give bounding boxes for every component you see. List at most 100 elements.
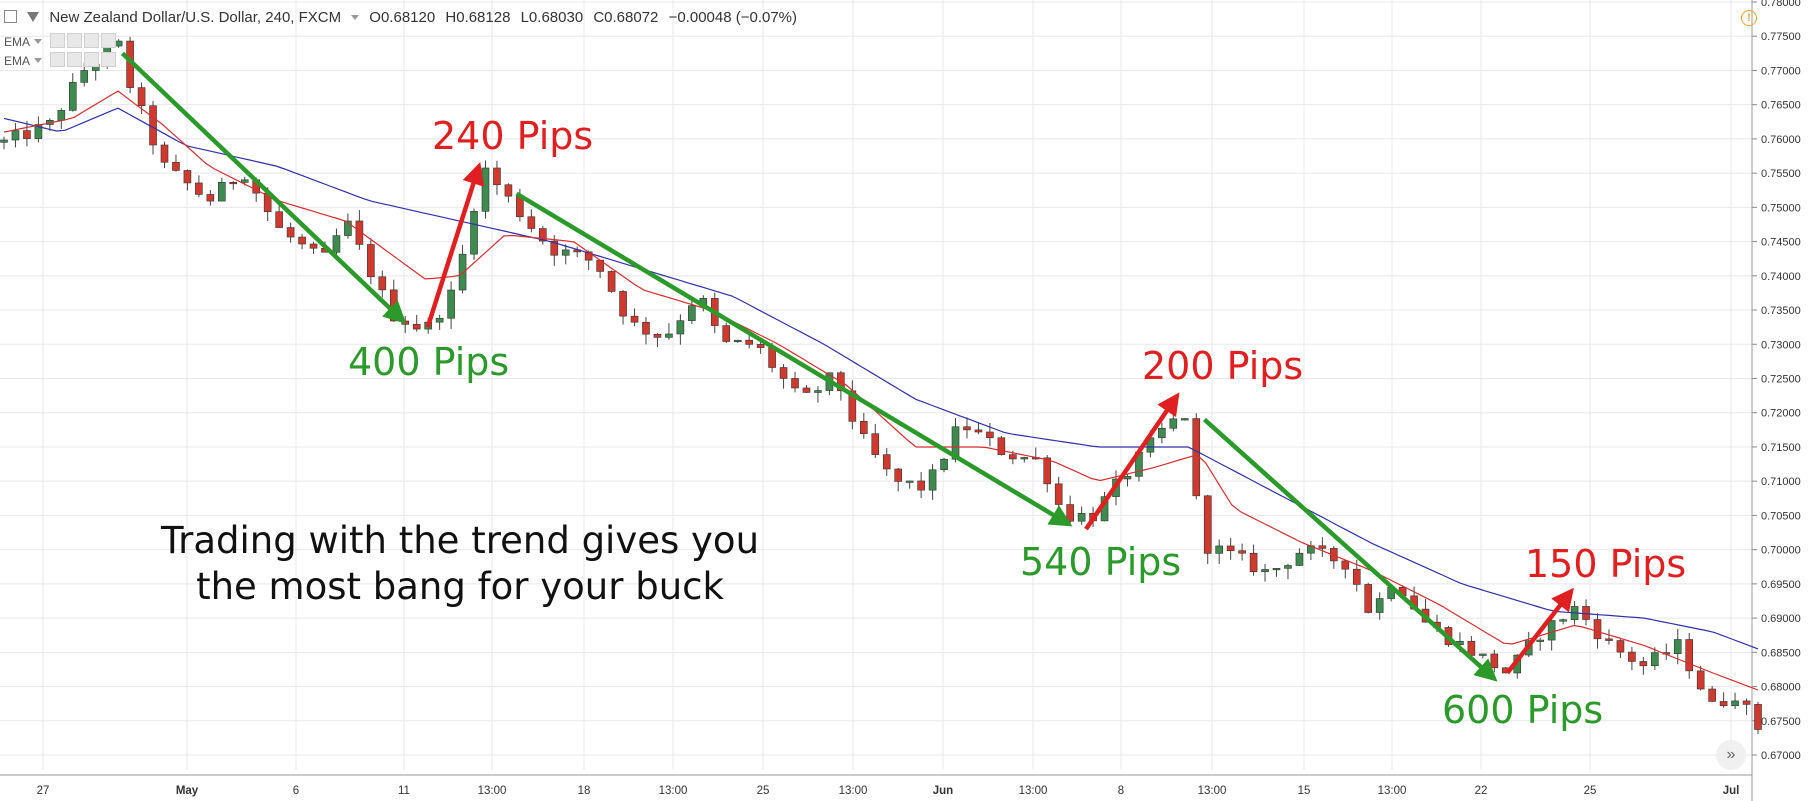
candle-up bbox=[34, 124, 43, 139]
ema-slow-line bbox=[3, 107, 1759, 650]
candle-up bbox=[80, 70, 89, 83]
candle-down bbox=[367, 244, 375, 278]
candle-down bbox=[298, 236, 306, 245]
y-tick-label: 0.71000 bbox=[1761, 476, 1801, 488]
candle-down bbox=[1009, 454, 1017, 460]
candle-down bbox=[642, 321, 650, 335]
exclamation-icon[interactable]: ! bbox=[1741, 10, 1757, 26]
candle-up bbox=[1077, 513, 1086, 522]
y-tick-label: 0.73000 bbox=[1761, 339, 1801, 351]
x-tick-label: 8 bbox=[1118, 785, 1124, 797]
candle-down bbox=[1754, 704, 1762, 730]
candle-down bbox=[997, 437, 1006, 455]
candle-up bbox=[0, 139, 8, 143]
candle-down bbox=[1593, 619, 1602, 640]
y-tick-label: 0.67000 bbox=[1761, 750, 1801, 762]
candle-up bbox=[1559, 619, 1567, 622]
indicator-ema-1[interactable]: EMA bbox=[4, 33, 117, 49]
double-chevron-right-icon[interactable]: » bbox=[1716, 740, 1746, 770]
x-tick-label: 25 bbox=[757, 785, 770, 797]
candle-up bbox=[1158, 427, 1166, 439]
candle-down bbox=[1066, 504, 1074, 522]
x-tick-label: 15 bbox=[1298, 785, 1311, 797]
y-tick-label: 0.71500 bbox=[1761, 442, 1801, 454]
indicator-label: EMA bbox=[4, 35, 31, 49]
flag-icon[interactable] bbox=[27, 12, 40, 22]
eye-icon[interactable] bbox=[50, 52, 66, 67]
annotation-540-pips: 540 Pips bbox=[1020, 540, 1182, 584]
chevron-down-icon[interactable] bbox=[34, 39, 43, 44]
indicator-label: EMA bbox=[4, 54, 31, 68]
candle-down bbox=[160, 144, 169, 163]
symbol-title[interactable]: New Zealand Dollar/U.S. Dollar, 240, FXC… bbox=[49, 9, 342, 26]
candle-down bbox=[172, 161, 180, 171]
close-icon[interactable] bbox=[101, 52, 117, 67]
annotation-200-pips: 200 Pips bbox=[1142, 344, 1304, 388]
candle-down bbox=[401, 320, 410, 325]
candle-up bbox=[240, 179, 249, 183]
candle-up bbox=[733, 339, 742, 343]
candle-down bbox=[756, 344, 765, 348]
candle-down bbox=[493, 167, 501, 186]
annotation-150-pips: 150 Pips bbox=[1525, 542, 1687, 586]
candle-down bbox=[286, 227, 295, 238]
candle-down bbox=[149, 105, 157, 146]
candle-down bbox=[1696, 670, 1705, 690]
candle-up bbox=[940, 458, 948, 471]
open-value: O0.68120 bbox=[369, 9, 436, 26]
plus-icon[interactable] bbox=[84, 52, 100, 67]
y-tick-label: 0.78000 bbox=[1761, 0, 1801, 9]
y-tick-label: 0.69500 bbox=[1761, 579, 1801, 591]
candle-down bbox=[539, 228, 547, 242]
indicator-ema-2[interactable]: EMA bbox=[4, 52, 117, 68]
plus-icon[interactable] bbox=[84, 33, 100, 48]
eye-icon[interactable] bbox=[50, 33, 66, 48]
minus-square-icon[interactable] bbox=[4, 10, 17, 23]
chart-caption: Trading with the trend gives you the mos… bbox=[160, 519, 760, 608]
chart-header: New Zealand Dollar/U.S. Dollar, 240, FXC… bbox=[0, 0, 1740, 68]
gear-icon[interactable] bbox=[67, 52, 83, 67]
trend-arrow-up bbox=[425, 161, 485, 328]
y-tick-label: 0.75000 bbox=[1761, 202, 1801, 214]
y-tick-label: 0.77500 bbox=[1761, 31, 1801, 43]
x-tick-label: 13:00 bbox=[478, 785, 507, 797]
y-tick-label: 0.77000 bbox=[1761, 65, 1801, 77]
candle-up bbox=[676, 320, 685, 335]
trend-arrow-down bbox=[515, 191, 1073, 527]
chevron-down-icon[interactable] bbox=[34, 58, 43, 63]
candle-down bbox=[1043, 457, 1052, 485]
candle-down bbox=[882, 454, 891, 470]
candle-up bbox=[481, 167, 490, 212]
candle-down bbox=[206, 194, 215, 202]
y-tick-label: 0.70500 bbox=[1761, 510, 1801, 522]
candle-down bbox=[1685, 639, 1694, 672]
gear-icon[interactable] bbox=[67, 33, 83, 48]
candle-down bbox=[917, 480, 925, 491]
candle-down bbox=[195, 182, 203, 195]
close-icon[interactable] bbox=[101, 33, 117, 48]
candle-down bbox=[1616, 640, 1625, 653]
x-tick-label: 18 bbox=[578, 785, 591, 797]
chevron-down-icon[interactable] bbox=[351, 15, 360, 20]
candle-down bbox=[1719, 701, 1728, 707]
candle-down bbox=[1318, 545, 1327, 549]
annotation-600-pips: 600 Pips bbox=[1442, 688, 1604, 732]
x-tick-label: 25 bbox=[1584, 785, 1597, 797]
candle-up bbox=[1536, 639, 1544, 642]
candle-down bbox=[1605, 638, 1613, 641]
candle-down bbox=[791, 378, 799, 389]
candle-up bbox=[1180, 418, 1189, 421]
candle-up bbox=[905, 480, 914, 483]
y-tick-label: 0.73500 bbox=[1761, 305, 1801, 317]
candle-down bbox=[1238, 550, 1246, 554]
y-tick-label: 0.74500 bbox=[1761, 237, 1801, 249]
candle-up bbox=[458, 253, 467, 291]
y-tick-label: 0.67500 bbox=[1761, 716, 1801, 728]
candle-up bbox=[447, 289, 455, 319]
y-tick-label: 0.75500 bbox=[1761, 168, 1801, 180]
candle-down bbox=[871, 433, 880, 455]
candle-down bbox=[745, 339, 753, 345]
candle-up bbox=[332, 235, 341, 253]
